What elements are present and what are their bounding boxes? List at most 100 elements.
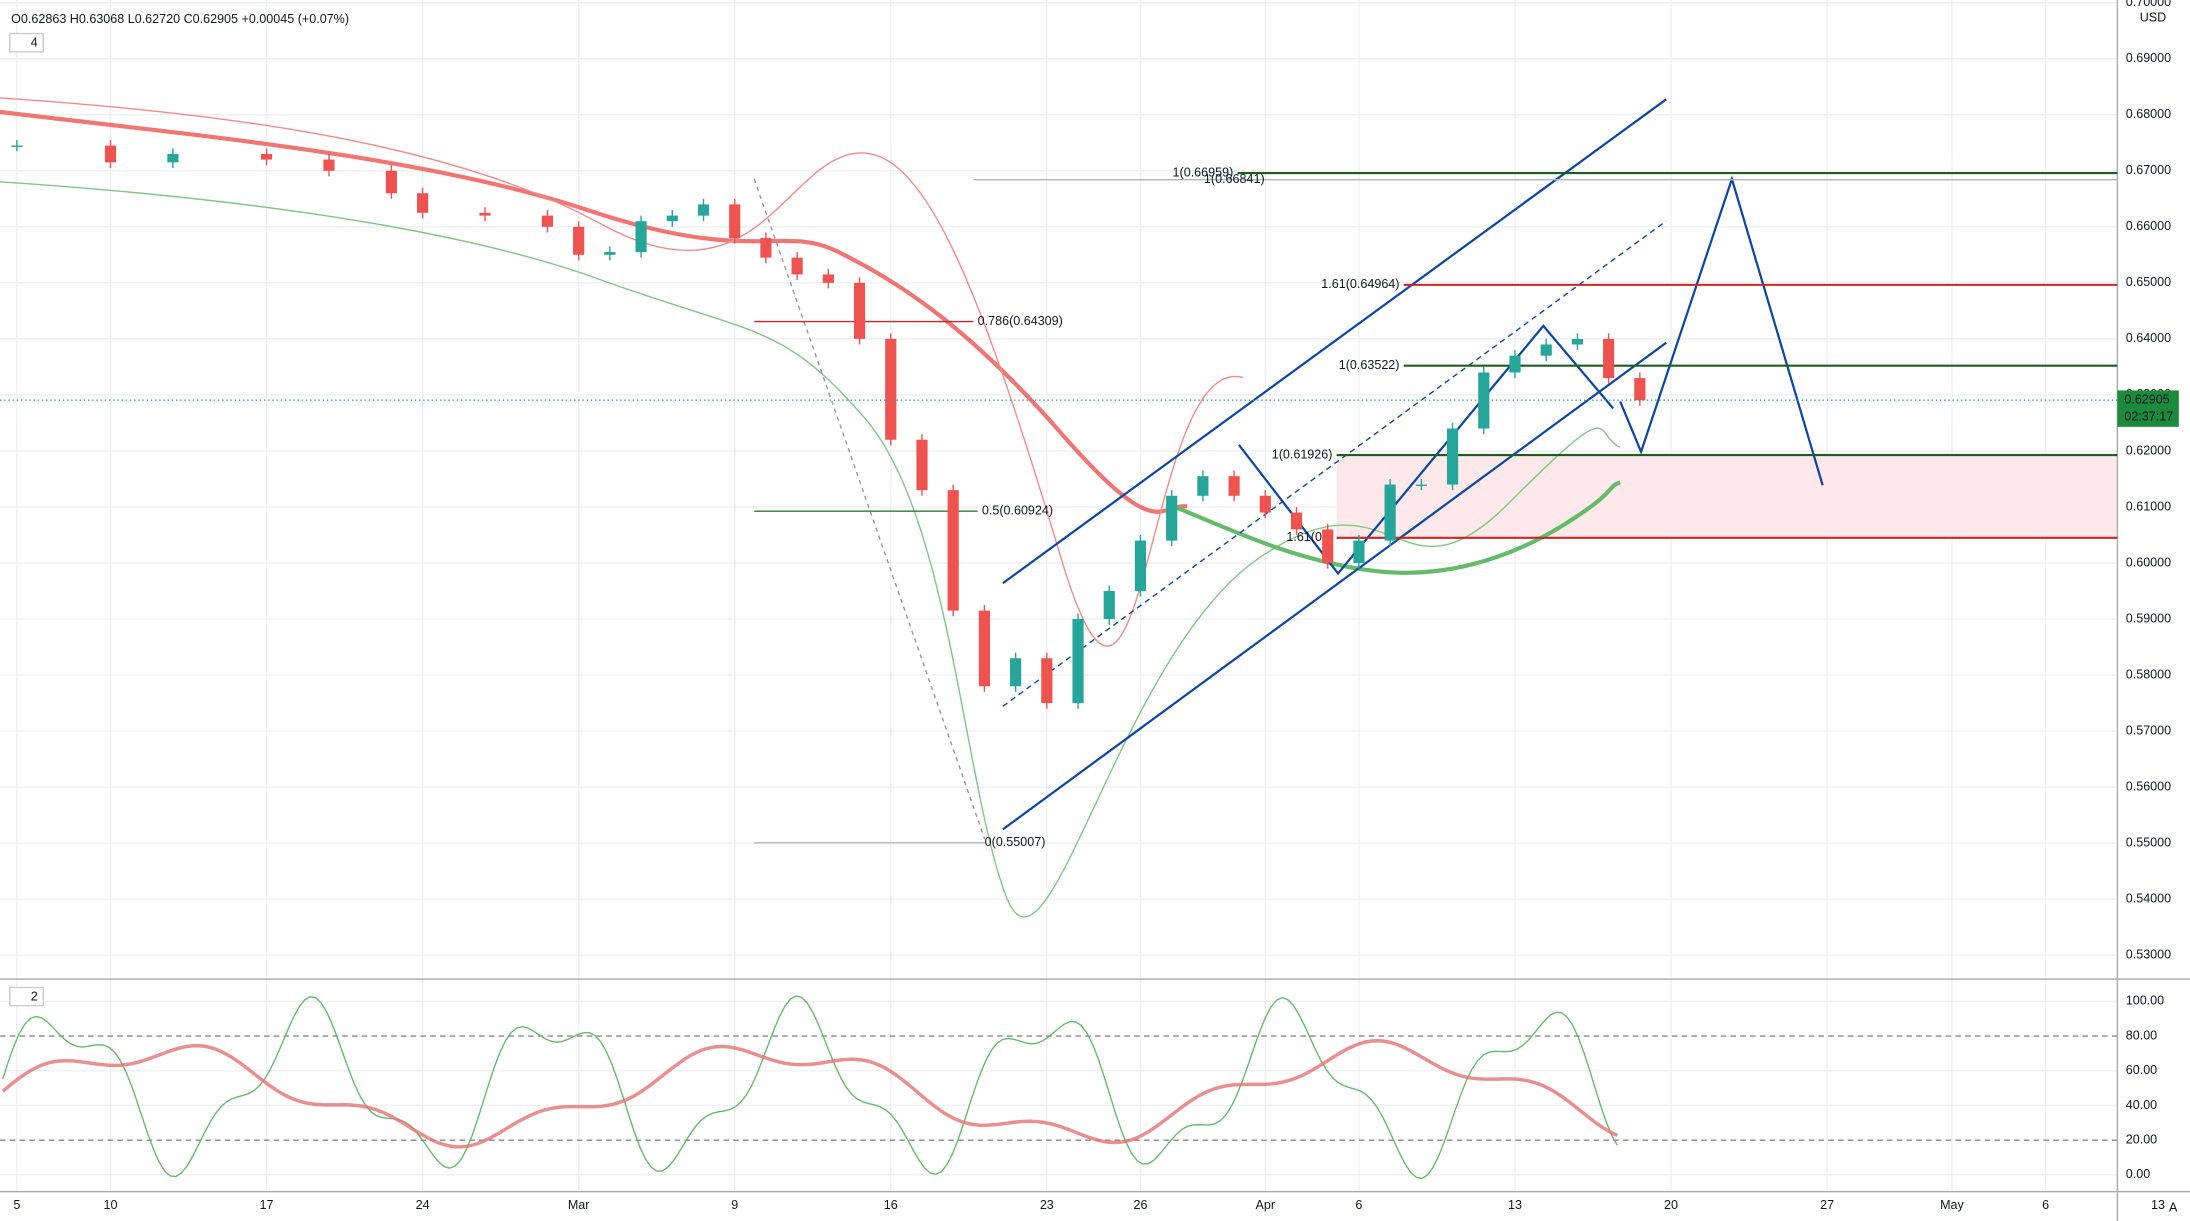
x-tick-label: 20 [1664, 1198, 1678, 1212]
osc-tick-label: 80.00 [2126, 1028, 2157, 1042]
level-label: 0.5(0.60924) [982, 504, 1053, 518]
candle [916, 439, 928, 491]
y-tick-label: 0.64000 [2126, 331, 2171, 345]
y-tick-label: 0.67000 [2126, 163, 2171, 177]
countdown: 02:37:17 [2124, 409, 2173, 423]
candle [1509, 355, 1521, 373]
level-label: 0.786(0.64309) [978, 314, 1063, 328]
candle [885, 338, 897, 440]
candle [1197, 476, 1209, 496]
level-label: 1(0.66841) [1204, 172, 1265, 186]
x-tick-label: 6 [1355, 1198, 1362, 1212]
osc-tick-label: 100.00 [2126, 994, 2164, 1008]
candle [1603, 338, 1615, 379]
x-tick-label: 16 [884, 1198, 898, 1212]
scale-mode[interactable]: A [2169, 1201, 2178, 1215]
x-tick-label: 27 [1820, 1198, 1834, 1212]
x-tick-label: 10 [104, 1198, 118, 1212]
moving-average [1172, 480, 1621, 575]
oscillator-toggle[interactable] [9, 986, 44, 1007]
level-label: 1(0.66959) [1173, 165, 1234, 179]
candle [729, 204, 741, 239]
candle [760, 238, 772, 258]
candle [260, 153, 273, 160]
y-tick-label: 0.66000 [2126, 219, 2171, 233]
x-tick-label: 9 [731, 1198, 738, 1212]
level-label: 1(0.63522) [1339, 358, 1400, 372]
candle [104, 145, 117, 163]
candle [1540, 344, 1552, 356]
candle [1290, 512, 1303, 530]
candle [1384, 484, 1396, 541]
candle [479, 212, 491, 216]
band [0, 181, 1621, 918]
x-tick-label: 13 [2151, 1198, 2165, 1212]
indicator-count[interactable]: 4 [31, 36, 38, 50]
y-tick-label: 0.57000 [2126, 723, 2171, 737]
candle [822, 274, 834, 283]
y-tick-label: 0.56000 [2126, 779, 2171, 793]
oscillator-count[interactable]: 2 [31, 990, 38, 1004]
candle [1446, 428, 1459, 485]
osc-tick-label: 40.00 [2126, 1098, 2157, 1112]
y-tick-label: 0.58000 [2126, 667, 2171, 681]
y-tick-label: 0.59000 [2126, 611, 2171, 625]
candle [1228, 476, 1240, 496]
x-tick-label: 5 [13, 1198, 20, 1212]
candle [1134, 540, 1147, 592]
x-tick-label: Mar [568, 1198, 590, 1212]
y-tick-label: 0.53000 [2126, 948, 2171, 962]
y-tick-label: 0.54000 [2126, 892, 2171, 906]
y-tick-label: 0.65000 [2126, 275, 2171, 289]
candle [541, 215, 554, 227]
osc-tick-label: 20.00 [2126, 1132, 2157, 1146]
last-price-label: 0.62905 [2124, 393, 2169, 407]
candle [1415, 484, 1427, 486]
y-tick-label: 0.62000 [2126, 443, 2171, 457]
y-tick-label: 0.69000 [2126, 51, 2171, 65]
candle [666, 215, 678, 222]
candle [417, 193, 429, 213]
candle [1353, 540, 1365, 564]
currency: USD [2140, 11, 2167, 25]
candle [604, 252, 616, 255]
candle [1010, 658, 1022, 687]
candle [853, 282, 866, 339]
rsi [1, 1038, 1619, 1149]
zone [1336, 454, 2118, 538]
candle [1571, 338, 1584, 345]
moving-average [0, 109, 1188, 514]
candle [573, 226, 585, 255]
level-label: 0(0.55007) [985, 835, 1046, 849]
indicator-toggle[interactable] [9, 32, 44, 53]
candle [1259, 495, 1271, 513]
candle [1634, 378, 1646, 401]
x-tick-label: 26 [1133, 1198, 1147, 1212]
candle [1072, 619, 1084, 704]
candle [167, 153, 179, 163]
y-tick-label: 0.55000 [2126, 835, 2171, 849]
candle [385, 170, 397, 194]
candle [697, 204, 710, 216]
x-tick-label: 6 [2042, 1198, 2049, 1212]
x-tick-label: Apr [1256, 1198, 1276, 1212]
ohlc-header: O0.62863 H0.63068 L0.62720 C0.62905 +0.0… [11, 12, 349, 26]
osc-tick-label: 0.00 [2126, 1167, 2150, 1181]
y-tick-label: 0.60000 [2126, 555, 2171, 569]
candle [947, 490, 959, 611]
x-tick-label: 17 [260, 1198, 274, 1212]
candle [1041, 658, 1053, 704]
x-tick-label: 23 [1040, 1198, 1054, 1212]
candle [635, 221, 647, 253]
candle [978, 610, 990, 687]
level-label: 1.61(0.6 [1286, 530, 1332, 544]
candle [1166, 495, 1178, 541]
x-tick-label: May [1940, 1198, 1964, 1212]
x-tick-label: 13 [1508, 1198, 1522, 1212]
y-tick-label: 0.70000 [2126, 0, 2171, 9]
candle [11, 145, 23, 147]
level-label: 1(0.61926) [1272, 447, 1333, 461]
